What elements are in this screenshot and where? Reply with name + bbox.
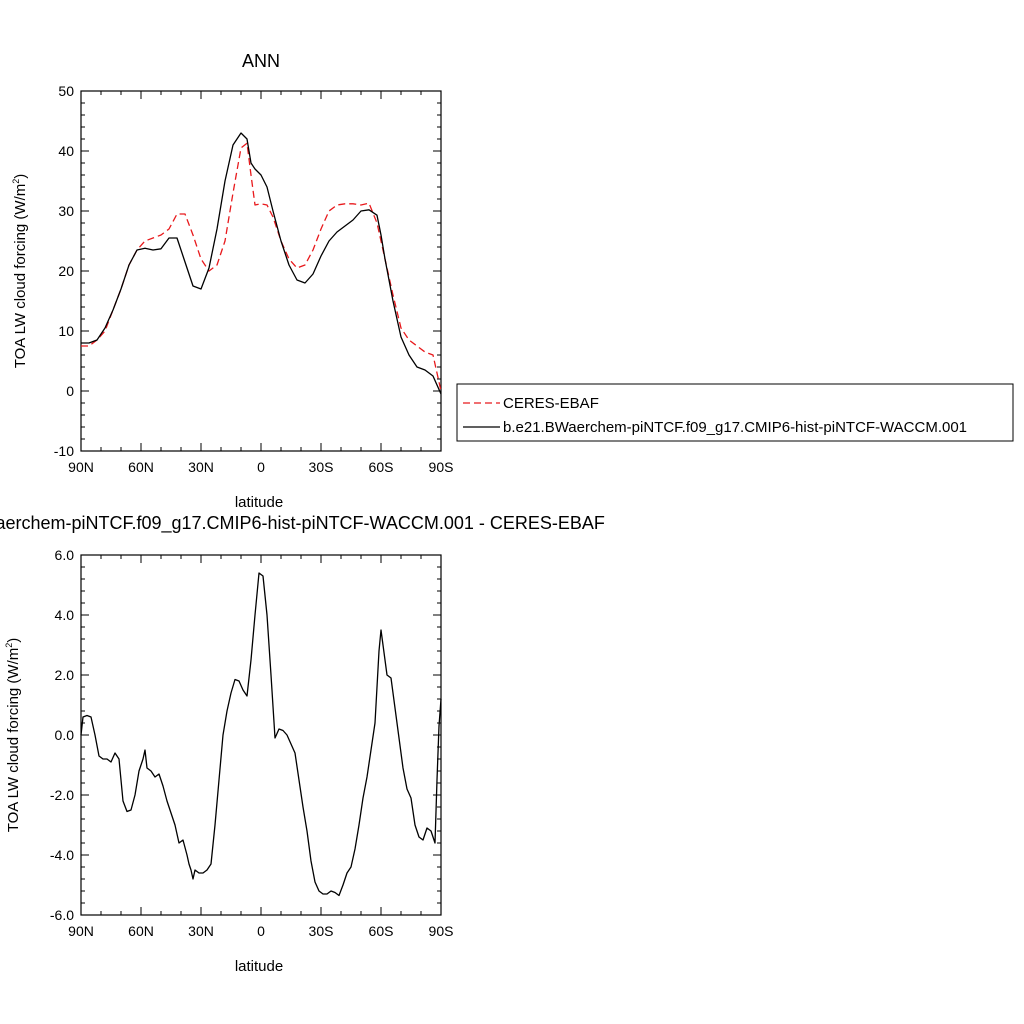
x-tick-label: 30S bbox=[309, 923, 334, 939]
difference-panel: b.e21.BWaerchem-piNTCF.f09_g17.CMIP6-his… bbox=[0, 513, 605, 975]
x-tick-label: 90S bbox=[429, 459, 454, 475]
legend: CERES-EBAF b.e21.BWaerchem-piNTCF.f09_g1… bbox=[456, 383, 1014, 442]
annual-mean-panel: ANN -10 0 10 20 30 40 50 90N 60N 30N 0 30S 60S 90S l… bbox=[11, 51, 453, 511]
series-lines bbox=[80, 572, 442, 897]
x-tick-label: 60S bbox=[369, 923, 394, 939]
y-axis: -10 0 10 20 30 40 50 bbox=[54, 83, 441, 459]
y-tick-label: 2.0 bbox=[55, 667, 75, 683]
y-tick-label: 10 bbox=[58, 323, 74, 339]
x-tick-label: 60N bbox=[128, 923, 154, 939]
x-tick-label: 30N bbox=[188, 459, 214, 475]
y-tick-label: 4.0 bbox=[55, 607, 75, 623]
y-axis-label-sup: 2 bbox=[11, 179, 21, 184]
y-axis-label: TOA LW cloud forcing (W/m2) bbox=[11, 174, 29, 369]
y-tick-label: 50 bbox=[58, 83, 74, 99]
x-tick-label: 30N bbox=[188, 923, 214, 939]
x-axis-label: latitude bbox=[235, 958, 283, 975]
y-axis-label-sup: 2 bbox=[4, 643, 14, 648]
x-tick-label: 0 bbox=[257, 459, 265, 475]
y-axis-label: TOA LW cloud forcing (W/m2) bbox=[4, 638, 22, 833]
x-tick-label: 90S bbox=[429, 923, 454, 939]
series-line-1 bbox=[81, 132, 442, 395]
y-axis: -6.0 -4.0 -2.0 0.0 2.0 4.0 6.0 bbox=[50, 547, 441, 923]
x-tick-label: 0 bbox=[257, 923, 265, 939]
plot-frame bbox=[80, 554, 442, 916]
x-tick-label: 60S bbox=[369, 459, 394, 475]
series-line-0 bbox=[81, 142, 442, 392]
y-tick-label: -10 bbox=[54, 443, 74, 459]
y-tick-label: -4.0 bbox=[50, 847, 74, 863]
x-axis: 90N 60N 30N 0 30S 60S 90S bbox=[68, 91, 453, 475]
x-tick-label: 90N bbox=[68, 923, 94, 939]
x-tick-label: 60N bbox=[128, 459, 154, 475]
x-axis: 90N 60N 30N 0 30S 60S 90S bbox=[68, 555, 453, 939]
y-tick-label: -6.0 bbox=[50, 907, 74, 923]
chart-title: b.e21.BWaerchem-piNTCF.f09_g17.CMIP6-his… bbox=[0, 513, 605, 534]
y-tick-label: -2.0 bbox=[50, 787, 74, 803]
series-lines bbox=[81, 132, 442, 395]
y-tick-label: 0.0 bbox=[55, 727, 75, 743]
y-tick-label: 40 bbox=[58, 143, 74, 159]
x-axis-label: latitude bbox=[235, 494, 283, 511]
y-tick-label: 20 bbox=[58, 263, 74, 279]
x-tick-label: 90N bbox=[68, 459, 94, 475]
x-tick-label: 30S bbox=[309, 459, 334, 475]
legend-label-model: b.e21.BWaerchem-piNTCF.f09_g17.CMIP6-his… bbox=[503, 419, 967, 436]
legend-box bbox=[456, 383, 1014, 442]
series-line-0 bbox=[80, 572, 442, 897]
y-axis-label-main: TOA LW cloud forcing (W/m bbox=[5, 648, 22, 833]
y-axis-label-close: ) bbox=[5, 638, 22, 643]
y-tick-label: 6.0 bbox=[55, 547, 75, 563]
y-axis-label-main: TOA LW cloud forcing (W/m bbox=[12, 184, 29, 369]
y-tick-label: 30 bbox=[58, 203, 74, 219]
chart-title: ANN bbox=[242, 51, 280, 71]
legend-label-ceres: CERES-EBAF bbox=[503, 395, 599, 412]
y-axis-label-close: ) bbox=[12, 174, 29, 179]
y-tick-label: 0 bbox=[66, 383, 74, 399]
